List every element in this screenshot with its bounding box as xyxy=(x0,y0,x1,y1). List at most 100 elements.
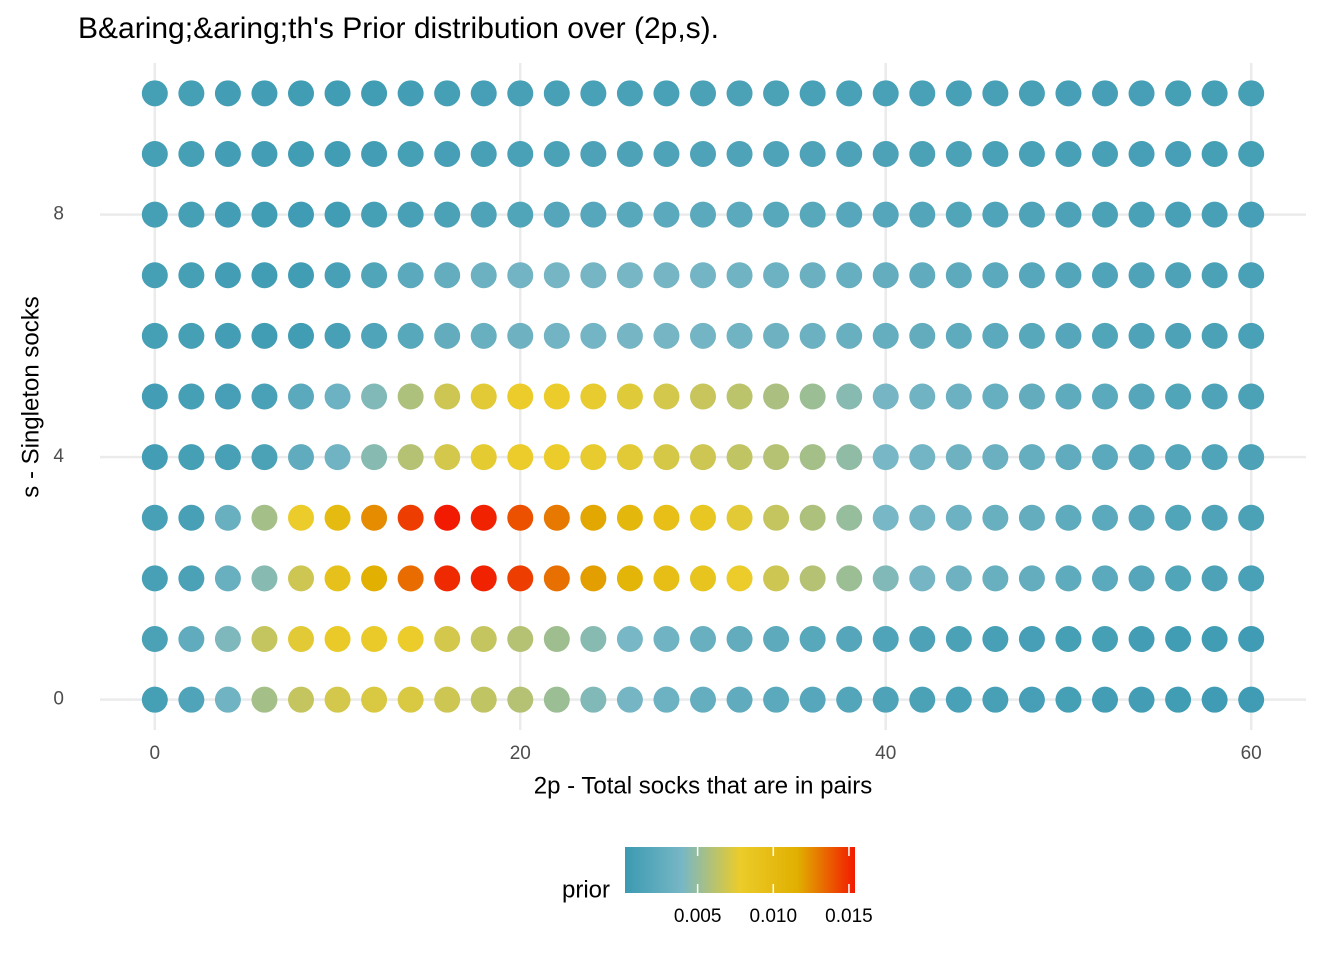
dot xyxy=(1092,626,1118,653)
dot xyxy=(653,565,680,592)
dot xyxy=(726,444,753,471)
dot xyxy=(178,504,205,531)
dot xyxy=(141,626,168,653)
dot xyxy=(763,262,790,289)
dot xyxy=(1128,140,1155,167)
chart-title: B&aring;&aring;th's Prior distribution o… xyxy=(78,12,719,45)
dot xyxy=(763,686,790,713)
legend-tick-label: 0.010 xyxy=(750,906,798,927)
dot xyxy=(616,322,643,349)
dot xyxy=(288,626,314,653)
dot xyxy=(507,686,534,713)
dot xyxy=(178,262,205,289)
y-axis-title: s - Singleton socks xyxy=(17,296,44,497)
dot xyxy=(1092,140,1118,167)
dot xyxy=(434,383,461,410)
dot xyxy=(1238,444,1265,471)
dot xyxy=(726,383,753,410)
dot xyxy=(178,140,205,167)
dot xyxy=(653,201,680,228)
dot xyxy=(543,140,570,167)
dot xyxy=(763,80,790,107)
dot xyxy=(397,140,424,167)
dot xyxy=(141,201,168,228)
dot xyxy=(690,201,716,228)
x-tick-label: 60 xyxy=(1241,743,1262,764)
dot xyxy=(288,504,314,531)
dot xyxy=(470,262,497,289)
dot xyxy=(288,383,314,410)
dot xyxy=(616,383,643,410)
legend-tick-label: 0.005 xyxy=(674,906,722,927)
dot xyxy=(1055,201,1082,228)
dot xyxy=(799,686,826,713)
dot xyxy=(361,444,388,471)
dot xyxy=(763,565,790,592)
dot xyxy=(580,322,607,349)
dot xyxy=(690,322,716,349)
dot xyxy=(799,504,826,531)
dot xyxy=(288,201,314,228)
dot xyxy=(141,686,168,713)
dot xyxy=(470,444,497,471)
dot xyxy=(653,322,680,349)
dot xyxy=(1128,444,1155,471)
dot xyxy=(653,444,680,471)
dot xyxy=(872,565,899,592)
dot xyxy=(214,626,241,653)
dot xyxy=(141,322,168,349)
dot xyxy=(178,565,205,592)
dot xyxy=(1238,201,1265,228)
x-tick-label: 0 xyxy=(150,743,161,764)
dot xyxy=(361,201,388,228)
dot xyxy=(1165,383,1192,410)
dot xyxy=(1055,262,1082,289)
dot xyxy=(909,201,936,228)
dot xyxy=(945,140,972,167)
dot xyxy=(214,140,241,167)
dot xyxy=(580,140,607,167)
dot xyxy=(836,626,863,653)
dot xyxy=(580,686,607,713)
dot xyxy=(434,686,461,713)
dot xyxy=(1128,686,1155,713)
dot xyxy=(690,262,716,289)
dot xyxy=(580,565,607,592)
dot xyxy=(1018,262,1045,289)
dot xyxy=(1055,322,1082,349)
dot xyxy=(214,383,241,410)
dot xyxy=(288,565,314,592)
dot xyxy=(1092,686,1118,713)
dot xyxy=(1128,504,1155,531)
dot xyxy=(1201,322,1228,349)
dot xyxy=(470,80,497,107)
dot xyxy=(580,262,607,289)
y-tick-label: 4 xyxy=(53,446,64,467)
dot xyxy=(1165,140,1192,167)
dot xyxy=(324,504,351,531)
dot xyxy=(434,626,461,653)
dot xyxy=(361,140,388,167)
dot xyxy=(543,201,570,228)
dot xyxy=(1092,504,1118,531)
dot xyxy=(507,383,534,410)
dot xyxy=(616,686,643,713)
dot xyxy=(1018,383,1045,410)
dot xyxy=(1201,444,1228,471)
dot xyxy=(616,444,643,471)
dot xyxy=(1018,80,1045,107)
dot xyxy=(945,383,972,410)
dot xyxy=(434,504,461,531)
dot xyxy=(1055,80,1082,107)
dot xyxy=(836,322,863,349)
dot xyxy=(288,140,314,167)
dot xyxy=(945,565,972,592)
dot xyxy=(1092,444,1118,471)
dot xyxy=(397,565,424,592)
dot xyxy=(836,80,863,107)
dot xyxy=(726,686,753,713)
dot xyxy=(178,686,205,713)
dot xyxy=(1201,140,1228,167)
dot xyxy=(1018,565,1045,592)
